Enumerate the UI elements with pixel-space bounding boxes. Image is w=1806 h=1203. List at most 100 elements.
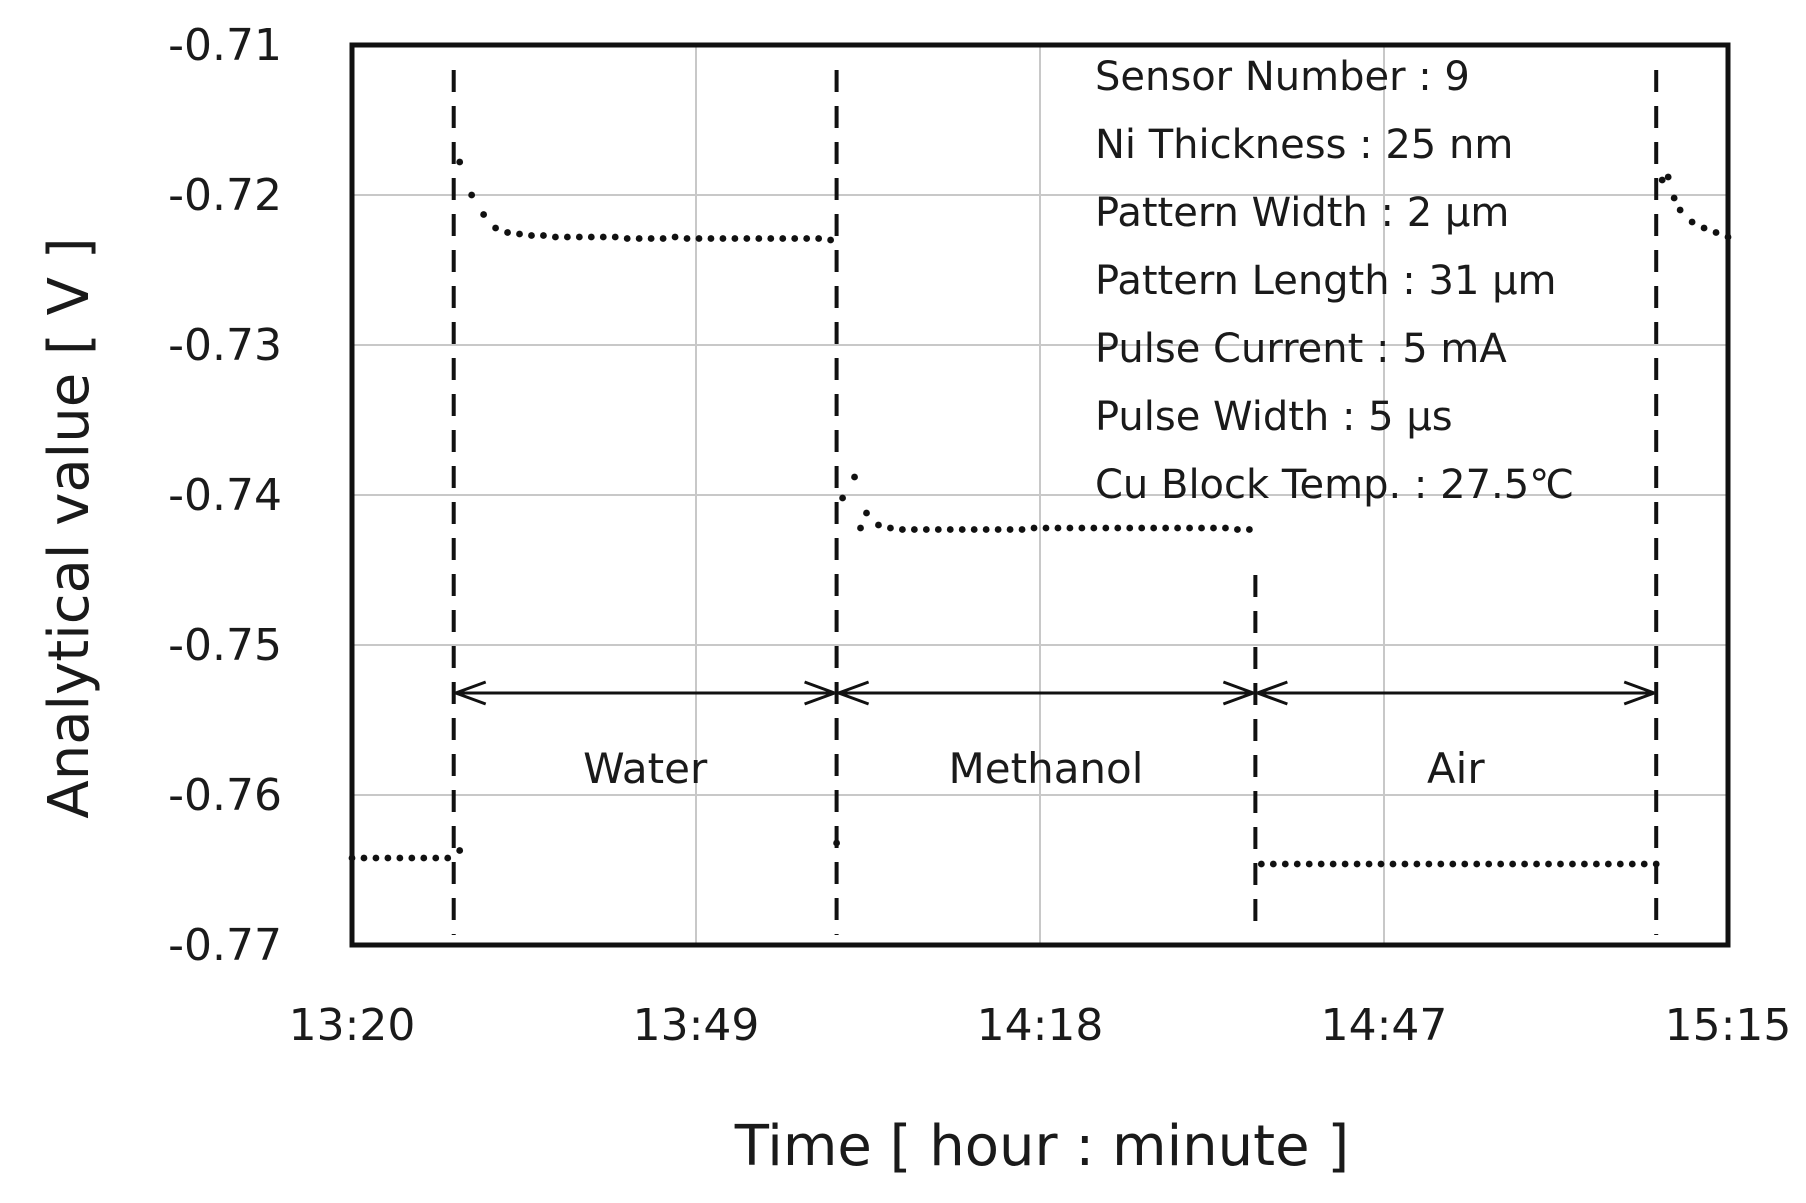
transitions-layer [451,70,1659,935]
data-point [384,854,392,862]
data-point [1377,860,1385,868]
data-point [1688,218,1696,226]
data-point [767,235,775,242]
data-point [1473,860,1481,868]
data-point [396,854,404,862]
data-point [432,854,440,862]
arrowhead-left [455,680,487,706]
data-point [1658,176,1666,184]
data-point [372,854,380,862]
data-point [1018,526,1026,533]
data-point [1222,524,1229,532]
data-point [611,233,619,241]
data-point [1162,524,1170,532]
data-point [659,235,667,242]
data-point [1210,524,1217,532]
data-point [1712,229,1720,236]
data-point [1293,860,1301,868]
region-label: Air [1427,744,1485,793]
data-point [1126,524,1134,532]
data-point [456,847,464,854]
info-line: Pulse Width : 5 µs [1095,394,1453,440]
data-point [1581,860,1588,868]
x-tick-labels: 13:20 13:49 14:18 14:47 15:15 [289,1000,1792,1051]
data-point [408,854,416,862]
data-point [1150,524,1158,532]
data-point [1592,860,1600,868]
data-point [1497,860,1505,868]
data-point [1269,860,1277,868]
arrows-layer: Water Methanol Air [455,680,1655,793]
data-point [910,526,918,533]
y-tick-label: -0.72 [168,170,282,221]
data-point [803,235,811,242]
data-point [731,235,739,242]
data-point [743,235,751,242]
data-point [1066,524,1074,532]
data-point [1670,194,1678,202]
data-point [922,526,930,533]
data-point [1245,526,1253,533]
data-point [599,233,607,241]
data-point [755,235,763,242]
x-tick-label: 15:15 [1665,1000,1792,1051]
arrowhead-right [1222,680,1254,706]
data-point [1545,860,1552,868]
data-point [1090,524,1098,532]
data-point [575,233,583,241]
data-point [1569,860,1576,868]
x-tick-label: 13:20 [289,1000,416,1051]
x-axis-title: Time [ hour : minute ] [734,1114,1349,1179]
data-point [1317,860,1325,868]
data-point [851,473,858,481]
data-point [623,235,631,242]
data-point [899,526,906,533]
x-tick-label: 14:18 [977,1000,1104,1051]
x-tick-label: 13:49 [633,1000,760,1051]
data-point [1006,526,1014,533]
data-point [1700,224,1708,232]
data-point [1389,860,1397,868]
data-point [504,229,511,236]
data-point [779,235,787,242]
data-point [1030,524,1038,532]
data-point [516,230,523,238]
data-point [934,526,942,533]
region-label: Water [583,744,708,793]
data-point [360,854,368,862]
info-line: Pulse Current : 5 mA [1095,326,1507,372]
data-point [587,233,595,241]
data-point [683,235,691,242]
data-point [671,233,679,241]
y-tick-label: -0.73 [168,320,282,371]
data-point [815,235,823,242]
arrowhead-right [804,680,836,706]
data-point [887,524,894,532]
data-point [1664,173,1672,181]
data-point [1461,860,1469,868]
data-point [1413,860,1421,868]
arrowhead-left [838,680,870,706]
data-point [540,232,547,239]
data-point [1281,860,1289,868]
data-point [839,494,846,502]
data-point [1365,860,1373,868]
info-line: Ni Thickness : 25 nm [1095,122,1513,168]
data-point [719,235,727,242]
arrowhead-right [1623,680,1655,706]
data-point [1485,860,1493,868]
data-point [857,524,864,532]
data-point [863,509,870,517]
grid-layer [352,45,1728,945]
y-tick-label: -0.74 [168,470,282,521]
data-point [1329,860,1337,868]
data-point [1078,524,1086,532]
y-tick-label: -0.76 [168,770,282,821]
data-point [1628,860,1636,868]
data-point [1042,524,1050,532]
data-point [1257,860,1265,868]
y-tick-label: -0.71 [168,20,282,71]
data-point [1054,524,1062,532]
